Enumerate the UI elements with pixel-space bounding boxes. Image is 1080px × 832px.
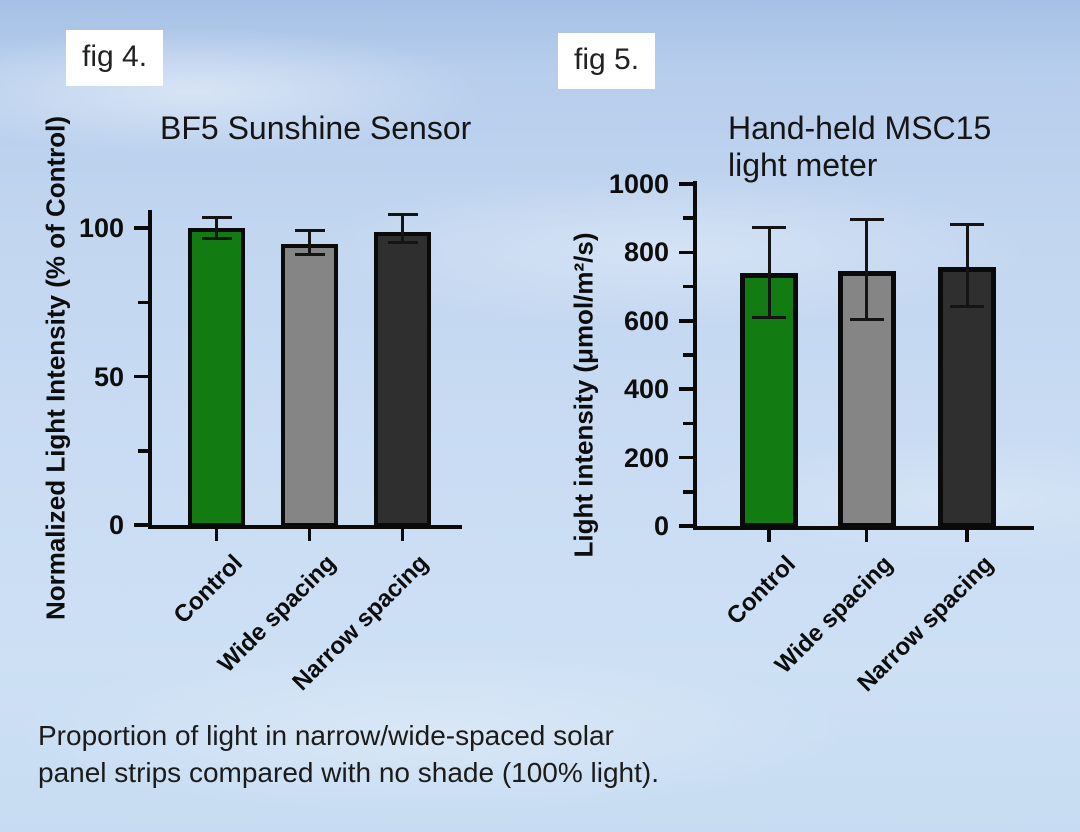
error-bar-cap-top — [752, 226, 786, 230]
x-axis-tick — [864, 530, 869, 542]
y-axis-major-tick — [134, 226, 148, 230]
y-tick-label-600: 600 — [623, 305, 669, 336]
bar-narrow-spacing — [938, 267, 996, 528]
error-bar-cap-bottom — [201, 236, 232, 240]
error-bar-line — [865, 219, 868, 320]
y-axis-minor-tick — [683, 216, 693, 220]
error-bar-line — [965, 224, 969, 307]
error-bar-cap-top — [387, 213, 418, 217]
x-axis-line — [148, 525, 462, 529]
y-axis-minor-tick — [683, 421, 693, 426]
error-bar-line — [308, 230, 311, 255]
y-axis-major-tick — [679, 250, 693, 255]
y-tick-label-50: 50 — [93, 361, 124, 392]
bar-control — [188, 228, 245, 527]
figure-caption: Proportion of light in narrow/wide-space… — [38, 720, 660, 788]
category-label-1: Control — [721, 550, 801, 631]
error-bar-cap-top — [294, 229, 325, 233]
y-tick-label-200: 200 — [623, 442, 669, 473]
bar-narrow-spacing — [374, 232, 431, 527]
error-bar-cap-top — [201, 216, 232, 220]
error-bar-cap-bottom — [950, 304, 984, 308]
error-bar-cap-bottom — [294, 253, 325, 257]
y-axis-major-tick — [679, 455, 693, 460]
error-bar-cap-bottom — [387, 241, 418, 245]
y-tick-label-0: 0 — [653, 511, 669, 541]
error-bar-cap-top — [950, 223, 984, 227]
y-tick-label-0: 0 — [108, 510, 124, 540]
y-tick-label-1000: 1000 — [608, 169, 669, 199]
error-bar-cap-bottom — [752, 315, 786, 319]
y-axis-major-tick — [679, 319, 693, 323]
error-bar-line — [215, 217, 218, 239]
y-axis-minor-tick — [683, 353, 693, 357]
y-axis-minor-tick — [138, 300, 148, 304]
y-axis-major-tick — [679, 524, 693, 528]
error-bar-line — [767, 227, 771, 318]
fig5-label: fig 5. — [558, 33, 656, 89]
y-axis-major-tick — [679, 182, 693, 186]
x-axis-tick — [965, 530, 969, 542]
msc15-chart-title: Hand-held MSC15 light meter — [728, 110, 992, 183]
y-tick-label-100: 100 — [78, 213, 124, 243]
error-bar-line — [401, 214, 404, 243]
x-axis-tick — [214, 529, 219, 541]
y-axis-minor-tick — [683, 284, 693, 289]
bf5-chart-title: BF5 Sunshine Sensor — [160, 110, 472, 146]
fig4-label: fig 4. — [66, 30, 164, 86]
y-axis-line — [148, 210, 152, 529]
bar-wide-spacing — [281, 244, 338, 527]
x-axis-tick — [400, 529, 405, 541]
y-axis-major-tick — [134, 523, 148, 527]
y-axis-minor-tick — [683, 490, 693, 494]
y-axis-major-tick — [679, 387, 693, 391]
x-axis-line — [693, 526, 1034, 530]
y-tick-label-800: 800 — [623, 237, 669, 268]
error-bar-cap-top — [849, 218, 884, 222]
error-bar-cap-bottom — [849, 318, 884, 322]
y-tick-label-400: 400 — [623, 374, 669, 405]
y-axis-line — [693, 181, 697, 530]
x-axis-tick — [307, 529, 312, 541]
y-axis-minor-tick — [138, 449, 148, 453]
y-axis-major-tick — [134, 374, 148, 379]
category-label-1: Control — [168, 549, 249, 630]
x-axis-tick — [767, 530, 771, 542]
